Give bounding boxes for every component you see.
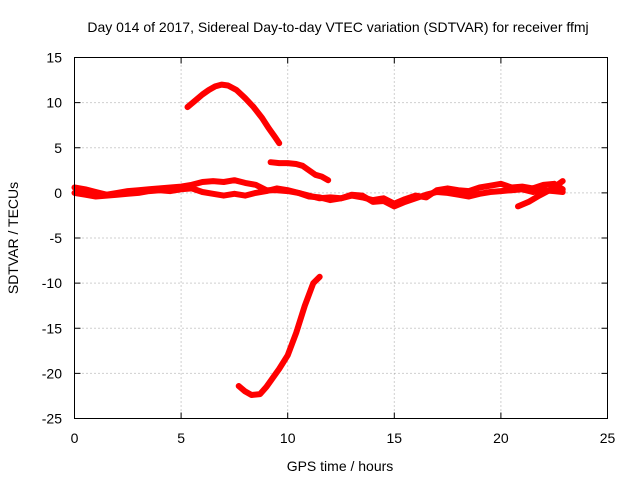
- x-tick-label: 0: [71, 430, 79, 446]
- series-arc-low: [235, 273, 323, 398]
- x-tick-label: 25: [600, 430, 616, 446]
- x-tick-label: 15: [387, 430, 403, 446]
- y-tick-labels: -25 -20 -15 -10 -5 0 5 10 15: [42, 50, 62, 427]
- y-tick-label: 0: [54, 185, 62, 201]
- x-tick-label: 5: [177, 430, 185, 446]
- y-tick-label: -5: [50, 230, 63, 246]
- x-tick-label: 20: [493, 430, 509, 446]
- x-axis-title: GPS time / hours: [287, 458, 394, 474]
- y-axis-title: SDTVAR / TECUs: [5, 182, 21, 294]
- series-arc-late: [515, 178, 566, 210]
- chart-title: Day 014 of 2017, Sidereal Day-to-day VTE…: [87, 19, 588, 35]
- series-arc-high: [184, 81, 283, 147]
- plot-frame: [74, 57, 608, 419]
- x-tick-label: 10: [280, 430, 296, 446]
- y-tick-label: -10: [42, 275, 62, 291]
- series-arc-mid: [267, 159, 332, 184]
- y-tick-label: 5: [54, 140, 62, 156]
- y-tick-label: 15: [46, 50, 62, 66]
- axis-ticks: [74, 57, 608, 419]
- series-baseline-b: [71, 185, 566, 210]
- y-tick-label: -15: [42, 320, 62, 336]
- y-tick-label: 10: [46, 95, 62, 111]
- x-tick-labels: 0 5 10 15 20 25: [71, 430, 616, 446]
- y-tick-label: -25: [42, 411, 62, 427]
- grid-lines: [74, 57, 608, 419]
- data-series: [71, 81, 566, 398]
- y-tick-label: -20: [42, 365, 62, 381]
